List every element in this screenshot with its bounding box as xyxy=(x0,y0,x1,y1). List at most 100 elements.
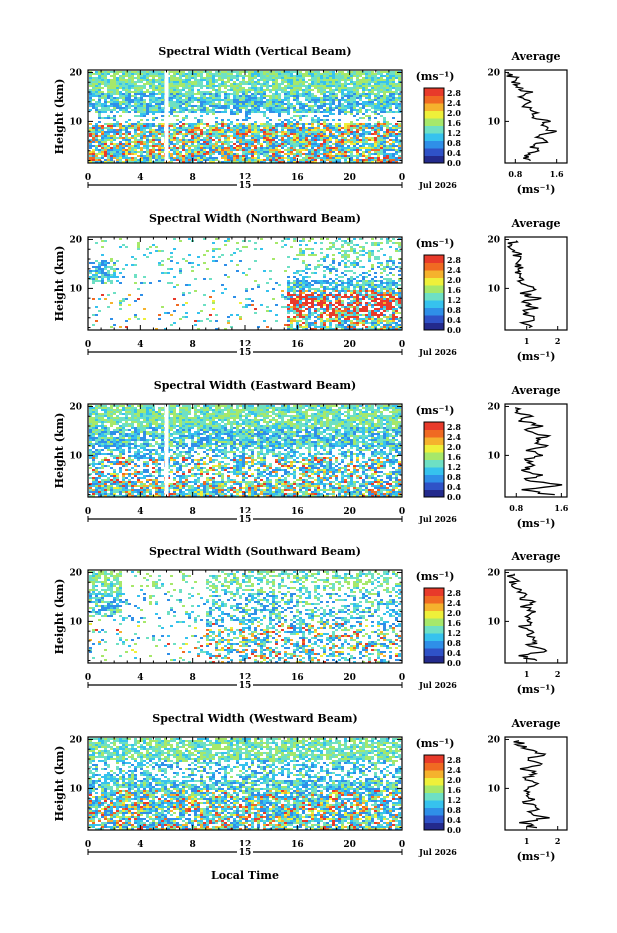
x-tick-label: 8 xyxy=(190,173,196,183)
colorbar-swatch xyxy=(424,467,444,475)
colorbar-tick-label: 2.4 xyxy=(447,98,461,108)
avg-y-tick-label: 20 xyxy=(487,568,500,578)
x-tick-label: 0 xyxy=(85,340,91,350)
date-label: Jul 2026 xyxy=(418,847,457,857)
colorbar-unit: (ms⁻¹) xyxy=(416,404,455,417)
colorbar-swatch xyxy=(424,255,444,263)
x-tick-label: 0 xyxy=(85,173,91,183)
colorbar-swatch xyxy=(424,96,444,104)
colorbar-tick-label: 0.0 xyxy=(447,825,461,835)
x-tick-label: 0 xyxy=(399,340,405,350)
date-label: Jul 2026 xyxy=(418,180,457,190)
y-tick-label: 20 xyxy=(69,735,82,745)
colorbar-tick-label: 1.6 xyxy=(447,118,461,128)
y-tick-label: 10 xyxy=(69,784,82,794)
colorbar-tick-label: 2.0 xyxy=(447,108,461,118)
x-tick-label: 20 xyxy=(343,840,356,850)
colorbar-tick-label: 2.8 xyxy=(447,422,461,432)
x-tick-label: 16 xyxy=(291,840,304,850)
colorbar-swatch xyxy=(424,611,444,619)
colorbar-tick-label: 2.8 xyxy=(447,588,461,598)
x-tick-label: 20 xyxy=(343,673,356,683)
x-tick-label: 4 xyxy=(137,673,143,683)
panel-title: Spectral Width (Northward Beam) xyxy=(149,212,361,225)
avg-x-axis-label: (ms⁻¹) xyxy=(517,683,556,696)
colorbar-swatch xyxy=(424,490,444,498)
colorbar-swatch xyxy=(424,633,444,641)
colorbar-tick-label: 0.0 xyxy=(447,658,461,668)
colorbar-tick-label: 1.6 xyxy=(447,285,461,295)
y-axis-label: Height (km) xyxy=(53,79,66,155)
colorbar-swatch xyxy=(424,148,444,156)
avg-y-tick-label: 10 xyxy=(487,117,500,127)
colorbar-unit: (ms⁻¹) xyxy=(416,70,455,83)
colorbar-swatch xyxy=(424,285,444,293)
colorbar-swatch xyxy=(424,770,444,778)
avg-y-tick-label: 20 xyxy=(487,735,500,745)
colorbar-swatch xyxy=(424,141,444,149)
date-label: Jul 2026 xyxy=(418,680,457,690)
x-tick-label: 16 xyxy=(291,173,304,183)
colorbar-swatch xyxy=(424,823,444,831)
x-tick-label: 8 xyxy=(190,507,196,517)
colorbar-swatch xyxy=(424,452,444,460)
colorbar-swatch xyxy=(424,315,444,323)
avg-x-tick-label: 1 xyxy=(524,336,530,346)
colorbar-tick-label: 1.2 xyxy=(447,628,461,638)
day-label: 15 xyxy=(239,848,252,858)
average-frame xyxy=(505,70,567,163)
avg-x-axis-label: (ms⁻¹) xyxy=(517,183,556,196)
heatmap-cells xyxy=(89,405,401,497)
colorbar-tick-label: 2.0 xyxy=(447,775,461,785)
data-gap xyxy=(165,405,169,496)
average-title: Average xyxy=(510,384,560,397)
heatmap-cells xyxy=(89,238,401,330)
colorbar-tick-label: 2.0 xyxy=(447,608,461,618)
y-axis-label: Height (km) xyxy=(53,579,66,655)
colorbar-swatch xyxy=(424,596,444,604)
colorbar-tick-label: 0.8 xyxy=(447,305,461,315)
avg-y-tick-label: 20 xyxy=(487,402,500,412)
colorbar-unit: (ms⁻¹) xyxy=(416,237,455,250)
avg-y-tick-label: 10 xyxy=(487,451,500,461)
x-axis-label: Local Time xyxy=(211,869,279,882)
colorbar-tick-label: 1.2 xyxy=(447,462,461,472)
colorbar-tick-label: 2.8 xyxy=(447,755,461,765)
colorbar-tick-label: 0.0 xyxy=(447,325,461,335)
colorbar-tick-label: 0.4 xyxy=(447,148,461,158)
panel-title: Spectral Width (Vertical Beam) xyxy=(158,45,351,58)
colorbar-swatch xyxy=(424,270,444,278)
colorbar-swatch xyxy=(424,618,444,626)
colorbar-tick-label: 2.4 xyxy=(447,598,461,608)
colorbar-tick-label: 0.8 xyxy=(447,472,461,482)
colorbar-swatch xyxy=(424,808,444,816)
average-title: Average xyxy=(510,217,560,230)
colorbar-swatch xyxy=(424,156,444,164)
colorbar-tick-label: 2.0 xyxy=(447,442,461,452)
avg-x-tick-label: 2 xyxy=(555,336,561,346)
colorbar-tick-label: 1.2 xyxy=(447,795,461,805)
y-tick-label: 10 xyxy=(69,117,82,127)
avg-x-axis-label: (ms⁻¹) xyxy=(517,350,556,363)
x-tick-label: 8 xyxy=(190,673,196,683)
heatmap-cells xyxy=(89,71,401,163)
day-label: 15 xyxy=(239,348,252,358)
x-tick-label: 8 xyxy=(190,840,196,850)
colorbar-swatch xyxy=(424,815,444,823)
colorbar-swatch xyxy=(424,482,444,490)
colorbar-tick-label: 0.8 xyxy=(447,805,461,815)
colorbar-swatch xyxy=(424,603,444,611)
colorbar-swatch xyxy=(424,460,444,468)
x-tick-label: 4 xyxy=(137,340,143,350)
colorbar-swatch xyxy=(424,437,444,445)
data-gap xyxy=(165,71,169,162)
colorbar-swatch xyxy=(424,648,444,656)
colorbar-tick-label: 0.4 xyxy=(447,648,461,658)
colorbar-swatch xyxy=(424,278,444,286)
